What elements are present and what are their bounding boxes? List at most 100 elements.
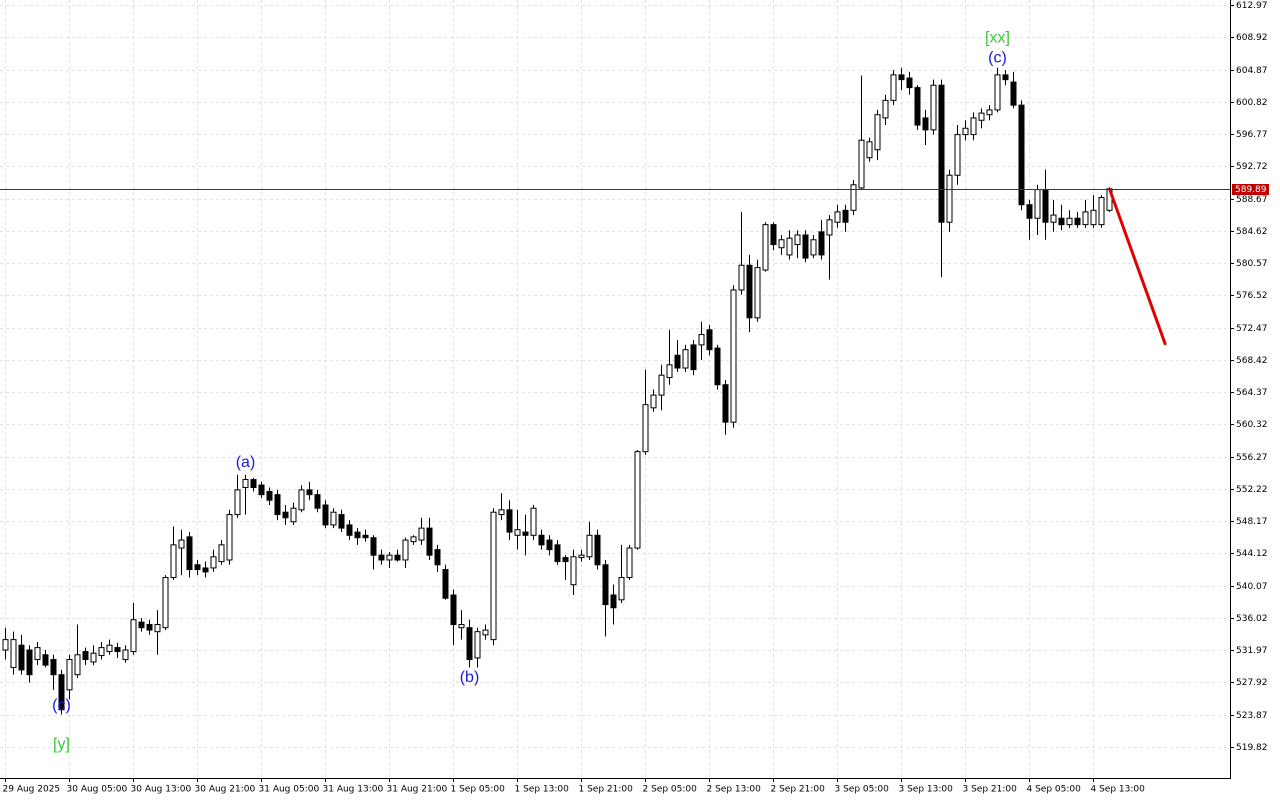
candle-body (714, 347, 721, 386)
candle-body (906, 77, 913, 89)
y-tick-label: 556.27 (1236, 453, 1268, 463)
candle-body (490, 511, 497, 641)
x-tick-label: 30 Aug 05:00 (67, 785, 128, 795)
candle-body (194, 564, 201, 571)
y-tick-label: 588.67 (1236, 195, 1268, 205)
candle-body (522, 531, 529, 536)
candle-body (658, 374, 665, 396)
candle-body (106, 644, 113, 653)
candle-body (314, 494, 321, 509)
candle-body (746, 264, 753, 319)
y-tick-label: 552.22 (1236, 485, 1268, 495)
x-tick-label: 4 Sep 05:00 (1027, 785, 1082, 795)
y-tick-label: 548.17 (1236, 517, 1268, 527)
x-tick-label: 31 Aug 05:00 (259, 785, 320, 795)
candle-body (962, 127, 969, 136)
y-tick-label: 584.62 (1236, 227, 1268, 237)
y-tick-label: 568.42 (1236, 356, 1268, 366)
candle-body (218, 544, 225, 563)
candle-body (578, 554, 585, 559)
y-tick-label: 604.87 (1236, 66, 1268, 76)
candle-body (410, 536, 417, 543)
candle-body (834, 211, 841, 223)
candle-body (1074, 217, 1081, 226)
y-tick-label: 608.92 (1236, 33, 1268, 43)
candle-body (1002, 74, 1009, 81)
candle-body (554, 544, 561, 563)
candle-body (482, 629, 489, 636)
candle-body (634, 451, 641, 549)
price-tag-label: 589.89 (1235, 185, 1267, 195)
x-tick-label: 31 Aug 21:00 (387, 785, 448, 795)
x-tick-label: 3 Sep 13:00 (899, 785, 954, 795)
candle-body (898, 74, 905, 81)
candle-body (146, 624, 153, 631)
candle-body (298, 489, 305, 511)
candle-body (26, 649, 33, 676)
y-tick-label: 572.47 (1236, 324, 1268, 334)
x-tick-label: 2 Sep 13:00 (707, 785, 762, 795)
x-tick-label: 31 Aug 13:00 (323, 785, 384, 795)
y-tick-label: 523.87 (1236, 711, 1268, 721)
candle-body (570, 556, 577, 586)
candle-body (826, 219, 833, 236)
y-tick-label: 596.77 (1236, 130, 1268, 140)
candle-body (690, 344, 697, 371)
candle-body (1058, 217, 1065, 226)
candle-body (538, 534, 545, 546)
candle-body (530, 507, 537, 536)
candle-body (858, 139, 865, 189)
y-tick-label: 527.92 (1236, 678, 1268, 688)
candle-body (354, 531, 361, 539)
x-tick-label: 30 Aug 13:00 (131, 785, 192, 795)
candle-body (258, 484, 265, 496)
candle-body (786, 237, 793, 256)
x-tick-label: 3 Sep 21:00 (963, 785, 1018, 795)
candle-body (642, 404, 649, 453)
candle-body (202, 567, 209, 573)
y-tick-label: 540.07 (1236, 582, 1268, 592)
candle-body (754, 267, 761, 319)
x-tick-label: 4 Sep 13:00 (1091, 785, 1146, 795)
candle-body (74, 654, 81, 676)
candle-body (426, 527, 433, 556)
candle-body (1026, 204, 1033, 219)
candle-body (842, 209, 849, 223)
candle-body (338, 514, 345, 529)
y-tick-label: 519.82 (1236, 743, 1268, 753)
candle-body (1098, 197, 1105, 226)
candle-body (66, 659, 73, 691)
forecast-line (1108, 188, 1167, 346)
candle-body (402, 539, 409, 561)
candle-body (34, 647, 41, 661)
candle-body (98, 647, 105, 657)
candle-body (930, 84, 937, 131)
candle-body (1050, 214, 1057, 223)
candle-body (802, 234, 809, 259)
wave-label: (b) (460, 669, 480, 686)
candle-body (506, 509, 513, 533)
candle-body (370, 537, 377, 556)
candle-body (162, 577, 169, 629)
grid (0, 0, 1230, 778)
y-tick-label: 544.12 (1236, 549, 1268, 559)
candle-body (322, 504, 329, 526)
candle-body (306, 489, 313, 496)
wave-label: [xx] (985, 29, 1010, 46)
candle-body (178, 539, 185, 549)
candle-body (562, 557, 569, 563)
candle-body (290, 507, 297, 523)
candle-body (770, 224, 777, 246)
candle-body (10, 639, 17, 669)
x-tick-label: 1 Sep 05:00 (451, 785, 506, 795)
candle-body (946, 174, 953, 223)
candle-body (674, 354, 681, 369)
candle-body (938, 84, 945, 223)
candle-body (514, 529, 521, 536)
wave-label: (c) (52, 697, 71, 714)
candle-body (586, 534, 593, 558)
candle-body (498, 509, 505, 516)
candle-body (122, 649, 129, 661)
